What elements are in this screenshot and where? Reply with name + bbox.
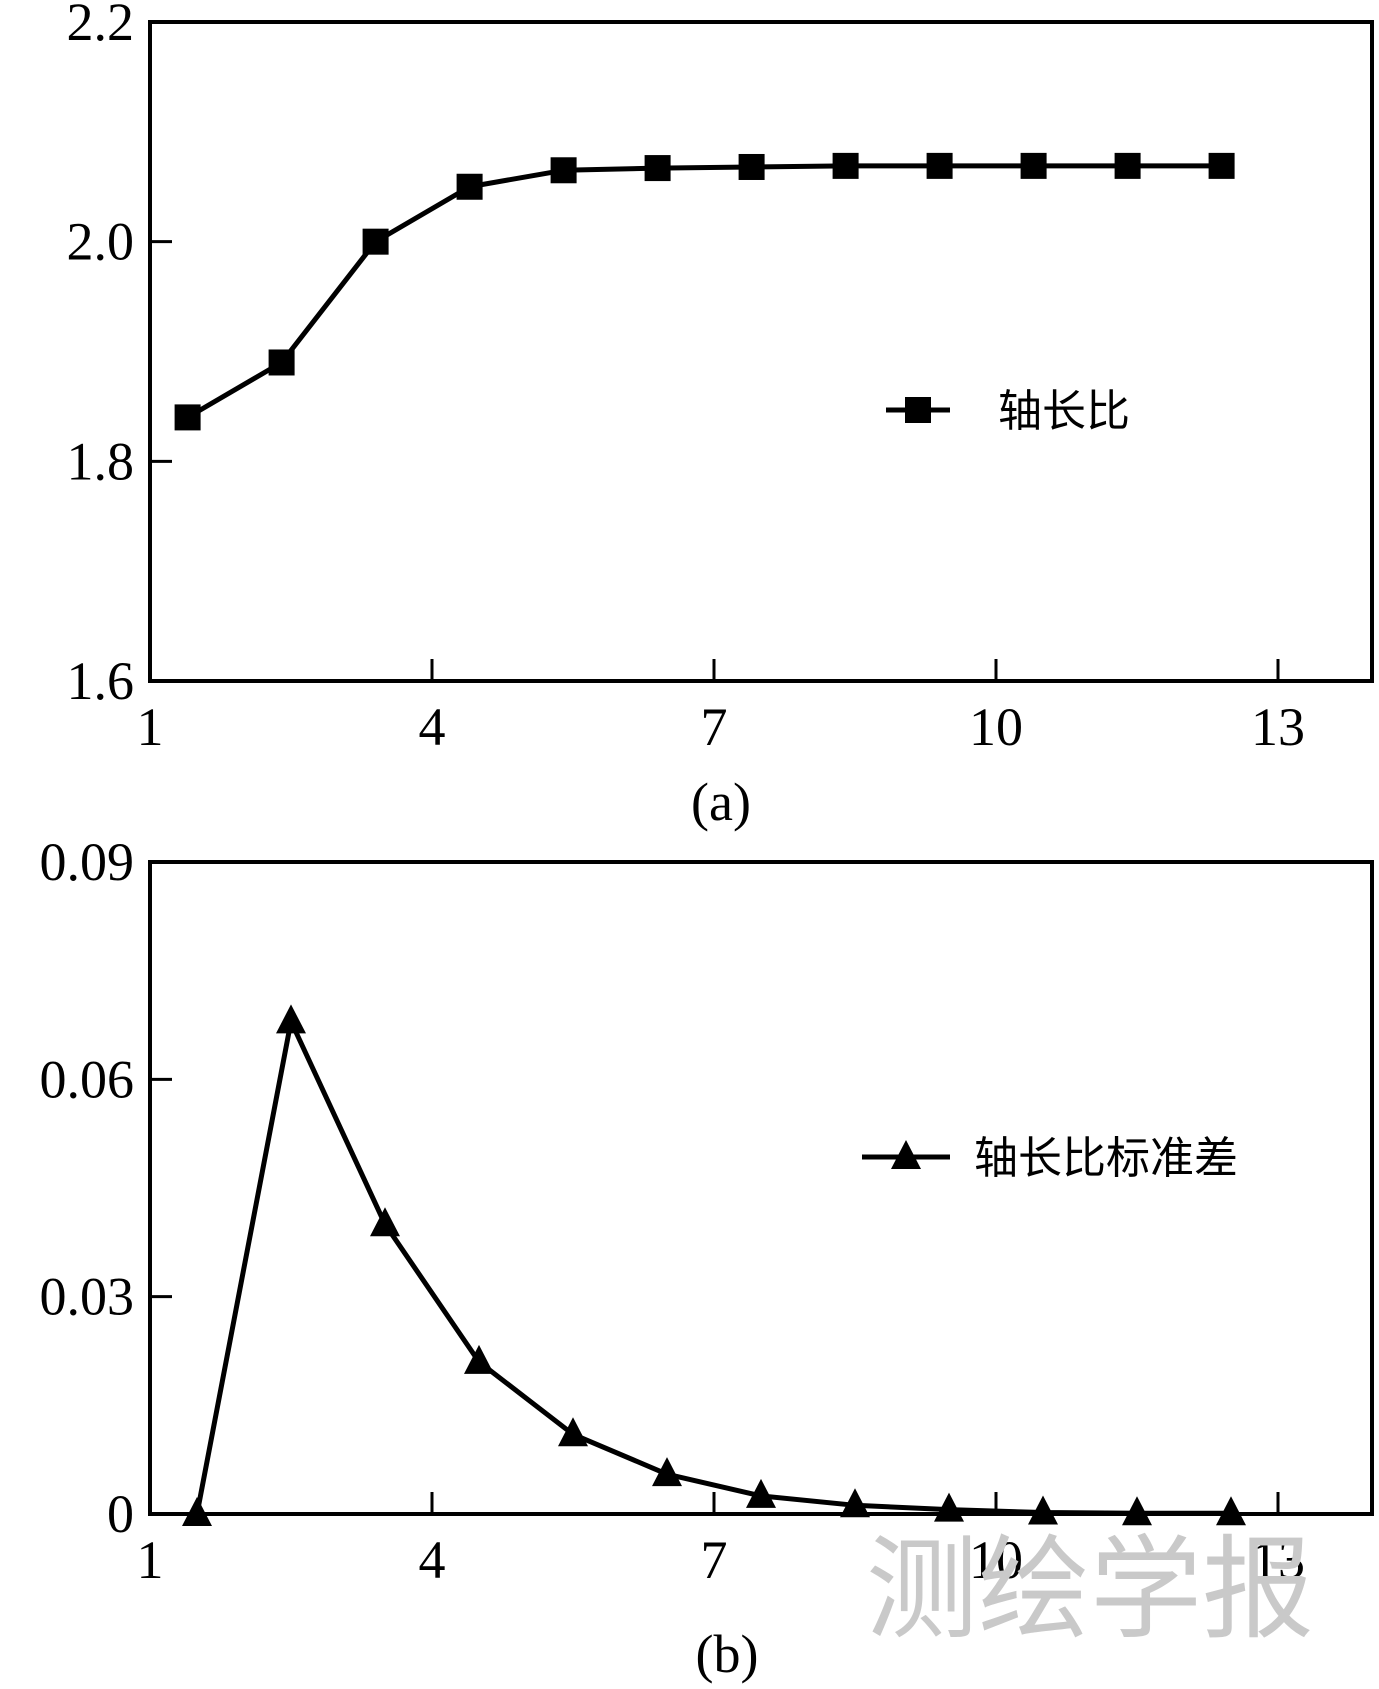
- x-tick-label: 1: [137, 1530, 164, 1590]
- data-point: [182, 1497, 212, 1526]
- data-point: [1028, 1495, 1058, 1525]
- data-point: [370, 1207, 400, 1237]
- legend-marker: [891, 1140, 921, 1169]
- watermark: 测绘学报: [866, 1525, 1314, 1655]
- data-point: [276, 1004, 306, 1034]
- y-tick-label: 1.6: [67, 651, 135, 711]
- x-tick-label: 7: [701, 1530, 728, 1590]
- legend-marker: [905, 397, 931, 423]
- data-point: [1122, 1496, 1152, 1526]
- data-point: [550, 157, 577, 184]
- data-point: [1216, 1496, 1246, 1526]
- chart-caption: (a): [691, 772, 751, 832]
- data-point: [1208, 152, 1235, 179]
- series-line: [186, 163, 1222, 420]
- data-point: [464, 1344, 494, 1374]
- data-point: [832, 152, 859, 179]
- data-point: [174, 404, 201, 431]
- data-point: [456, 173, 483, 200]
- x-tick-label: 4: [419, 697, 446, 757]
- y-tick-label: 2.2: [67, 0, 135, 52]
- y-tick-label: 0.09: [40, 832, 135, 892]
- legend-label: 轴长比标准差: [974, 1133, 1238, 1184]
- y-tick-label: 2.0: [67, 212, 135, 272]
- data-point: [926, 152, 953, 179]
- legend-label: 轴长比: [998, 386, 1130, 437]
- data-point: [1114, 152, 1141, 179]
- x-tick-label: 1: [137, 697, 164, 757]
- chart-caption: (b): [696, 1624, 759, 1684]
- x-tick-label: 10: [969, 697, 1023, 757]
- x-tick-label: 7: [701, 697, 728, 757]
- x-tick-label: 13: [1251, 1530, 1305, 1590]
- data-point: [1020, 152, 1047, 179]
- chart-b: 1 4 7 10 13 0 0.03 0.06 0.09 轴长比标准差 (b): [40, 832, 1374, 1684]
- data-point: [644, 155, 671, 182]
- x-tick-label: 4: [419, 1530, 446, 1590]
- y-tick-label: 0.06: [40, 1049, 135, 1109]
- series-line: [194, 1018, 1231, 1516]
- data-point: [558, 1417, 588, 1447]
- data-point: [934, 1492, 964, 1522]
- data-point: [738, 153, 765, 180]
- data-point: [652, 1457, 682, 1487]
- data-point: [746, 1478, 776, 1508]
- chart-a: 1 4 7 10 13 1.6 1.8 2.0 2.2 轴长比 (a): [67, 0, 1374, 832]
- data-point: [840, 1488, 870, 1518]
- y-tick-label: 1.8: [67, 431, 135, 491]
- data-point: [362, 228, 389, 255]
- data-point: [268, 349, 295, 376]
- plot-frame: [148, 20, 1374, 683]
- plot-frame: [148, 860, 1374, 1516]
- y-tick-label: 0: [107, 1484, 134, 1544]
- x-tick-label: 13: [1251, 697, 1305, 757]
- x-tick-label: 10: [969, 1530, 1023, 1590]
- y-tick-label: 0.03: [40, 1267, 135, 1327]
